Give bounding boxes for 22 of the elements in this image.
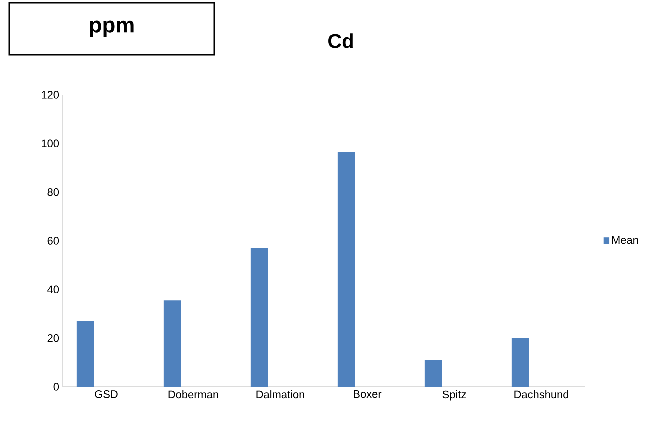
bar — [424, 360, 442, 387]
y-tick-label: 0 — [54, 383, 60, 391]
text: ppm — [90, 20, 134, 38]
x-tick-label: Spitz — [442, 390, 466, 401]
x-tick-label: Boxer — [354, 390, 382, 398]
legend-label: Mean — [612, 236, 638, 244]
bar — [512, 338, 530, 387]
x-tick-label: GSD — [95, 390, 118, 398]
bar — [250, 248, 268, 387]
x-tick-label: Dalmation — [256, 390, 304, 399]
chart-title: Cd — [328, 34, 353, 48]
y-tick-label: 80 — [48, 188, 60, 196]
y-tick-label: 40 — [48, 286, 60, 294]
x-tick-label: Dachshund — [514, 390, 569, 399]
bar — [338, 152, 356, 387]
bar — [164, 300, 182, 387]
y-tick-label: 120 — [42, 91, 60, 99]
y-tick-label: 60 — [48, 237, 60, 245]
bar — [76, 321, 94, 387]
y-tick-label: 20 — [48, 334, 60, 342]
x-tick-label: Doberman — [168, 390, 218, 399]
y-tick-label: 100 — [42, 140, 60, 148]
